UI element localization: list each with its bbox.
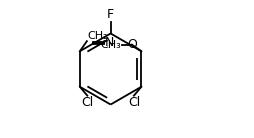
Text: Cl: Cl <box>81 96 93 109</box>
Text: F: F <box>107 8 114 21</box>
Text: CH₃: CH₃ <box>100 40 121 50</box>
Text: Cl: Cl <box>128 96 140 109</box>
Text: CH₂: CH₂ <box>87 31 108 41</box>
Text: O: O <box>127 38 137 51</box>
Text: N: N <box>105 36 114 49</box>
